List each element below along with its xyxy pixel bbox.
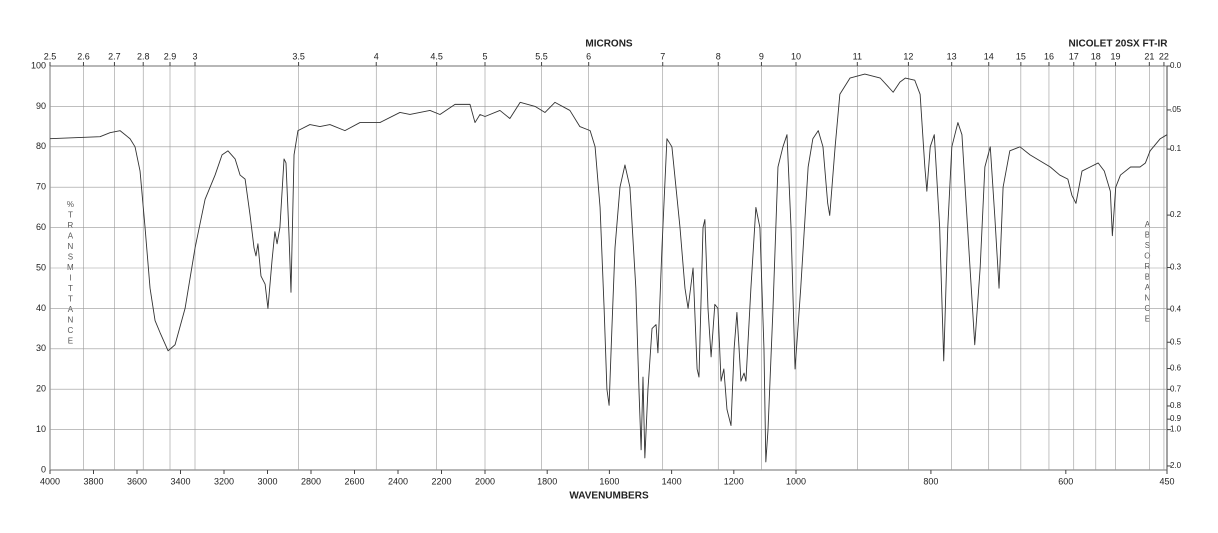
y2-tick-label: .05 — [1170, 105, 1182, 114]
top-tick-label: 17 — [1069, 51, 1079, 61]
top-tick-label: 14 — [984, 51, 994, 61]
x-tick-label: 2600 — [344, 476, 364, 486]
top-tick-label: 10 — [791, 51, 801, 61]
y2-tick-label: 2.0 — [1170, 461, 1182, 470]
top-tick-label: 2.8 — [137, 51, 150, 61]
x-tick-label: 4000 — [40, 476, 60, 486]
top-tick-label: 5 — [482, 51, 487, 61]
x-tick-label: 450 — [1159, 476, 1174, 486]
y-tick-label: 0 — [41, 464, 46, 474]
y-tick-label: 30 — [36, 343, 46, 353]
top-axis-title: MICRONS — [585, 39, 633, 50]
x-tick-label: 3400 — [170, 476, 190, 486]
top-tick-label: 19 — [1111, 51, 1121, 61]
x-tick-label: 2800 — [301, 476, 321, 486]
x-tick-label: 1200 — [724, 476, 744, 486]
top-tick-label: 7 — [660, 51, 665, 61]
x-tick-label: 3000 — [257, 476, 277, 486]
top-tick-label: 16 — [1044, 51, 1054, 61]
top-tick-label: 4 — [374, 51, 379, 61]
top-tick-label: 21 — [1144, 51, 1154, 61]
y-axis-title: %TRANSMITTANCE — [66, 200, 75, 347]
x-tick-label: 1400 — [662, 476, 682, 486]
top-tick-label: 15 — [1016, 51, 1026, 61]
y2-tick-label: 0.7 — [1170, 385, 1182, 394]
x-tick-label: 2400 — [388, 476, 408, 486]
top-tick-label: 11 — [853, 51, 862, 61]
x-tick-label: 1000 — [786, 476, 806, 486]
y-tick-label: 10 — [36, 424, 46, 434]
top-tick-label: 3 — [192, 51, 197, 61]
y2-tick-label: 0.1 — [1170, 144, 1182, 153]
x-tick-label: 800 — [923, 476, 938, 486]
y2-tick-label: 0.2 — [1170, 210, 1182, 219]
top-tick-label: 2.7 — [108, 51, 121, 61]
y-tick-label: 90 — [36, 101, 46, 111]
y-tick-label: 20 — [36, 384, 46, 394]
top-tick-label: 9 — [759, 51, 764, 61]
top-tick-label: 18 — [1091, 51, 1101, 61]
x-tick-label: 3800 — [83, 476, 103, 486]
y-tick-label: 40 — [36, 303, 46, 313]
x-tick-label: 1800 — [537, 476, 557, 486]
y2-tick-label: 0.3 — [1170, 263, 1182, 272]
top-tick-label: 22 — [1159, 51, 1169, 61]
y2-tick-label: 0.4 — [1170, 304, 1182, 313]
top-tick-label: 3.5 — [292, 51, 305, 61]
top-tick-label: 4.5 — [430, 51, 443, 61]
top-tick-label: 5.5 — [535, 51, 548, 61]
y2-tick-label: 1.0 — [1170, 425, 1182, 434]
y2-tick-label: 0.8 — [1170, 401, 1182, 410]
x-tick-label: 2200 — [431, 476, 451, 486]
top-tick-label: 2.6 — [77, 51, 90, 61]
x-tick-label: 2000 — [475, 476, 495, 486]
y2-tick-label: 0.6 — [1170, 364, 1182, 373]
top-tick-label: 6 — [586, 51, 591, 61]
top-tick-label: 2.5 — [44, 51, 57, 61]
x-axis-title: WAVENUMBERS — [569, 491, 649, 502]
x-tick-label: 3200 — [214, 476, 234, 486]
y2-axis-title: ABSORBANCE — [1143, 220, 1152, 325]
y-tick-label: 50 — [36, 262, 46, 272]
y-tick-label: 70 — [36, 182, 46, 192]
top-tick-label: 13 — [947, 51, 957, 61]
x-tick-label: 3600 — [127, 476, 147, 486]
y2-tick-label: 0.9 — [1170, 414, 1182, 423]
y-tick-label: 100 — [31, 60, 46, 70]
y2-tick-label: 0.5 — [1170, 337, 1182, 346]
y-tick-label: 80 — [36, 141, 46, 151]
top-tick-label: 12 — [903, 51, 913, 61]
top-tick-label: 2.9 — [164, 51, 177, 61]
x-tick-label: 600 — [1058, 476, 1073, 486]
spectrum-line — [49, 73, 1168, 463]
y-tick-label: 60 — [36, 222, 46, 232]
x-tick-label: 1600 — [599, 476, 619, 486]
y2-tick-label: 0.0 — [1170, 61, 1182, 70]
top-tick-label: 8 — [716, 51, 721, 61]
chart-title: NICOLET 20SX FT-IR — [1069, 39, 1169, 50]
